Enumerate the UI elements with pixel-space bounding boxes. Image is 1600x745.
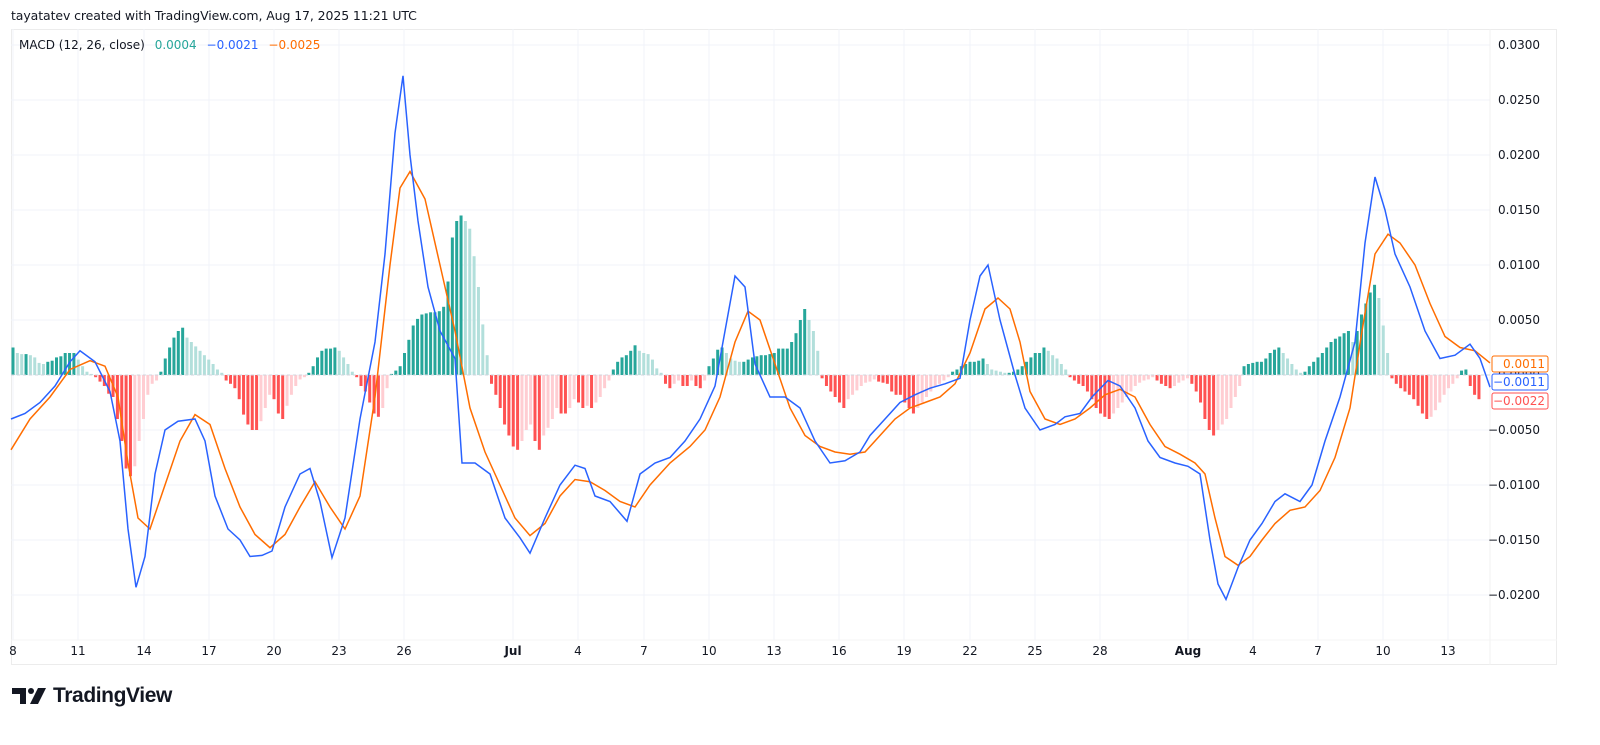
y-tick-label: −0.0200 (1488, 588, 1540, 602)
y-tick-label: −0.0150 (1488, 533, 1540, 547)
price-axis[interactable]: 0.03000.02500.02000.01500.01000.00500.00… (1488, 38, 1540, 602)
chart-frame[interactable] (11, 29, 1557, 665)
tradingview-logo-icon (12, 686, 46, 706)
x-tick-label: 26 (396, 644, 411, 658)
macd-line (10, 75, 1491, 602)
x-tick-label: 10 (1375, 644, 1390, 658)
x-tick-label: 13 (766, 644, 781, 658)
y-tick-label: −0.0100 (1488, 478, 1540, 492)
x-tick-label: Jul (503, 644, 521, 658)
y-tick-label: −0.0050 (1488, 423, 1540, 437)
x-tick-label: 19 (896, 644, 911, 658)
time-axis[interactable]: 8 11 14 17 20 23 26 Jul 4 7 10 13 16 19 22 25 28 Aug 4 7 10 1… (9, 644, 1455, 658)
x-tick-label: 10 (701, 644, 716, 658)
x-tick-label: 16 (831, 644, 846, 658)
x-tick-label: 22 (962, 644, 977, 658)
price-badge: −0.0022 (1493, 394, 1545, 408)
x-tick-label: 11 (70, 644, 85, 658)
price-badge: 0.0011 (1503, 357, 1545, 371)
x-tick-label: 4 (574, 644, 582, 658)
indicator-name: MACD (12, 26, close) (19, 38, 145, 52)
signal-value: −0.0025 (268, 38, 321, 52)
x-tick-label: 14 (136, 644, 151, 658)
macd-histogram (11, 215, 1481, 477)
x-tick-label: Aug (1175, 644, 1201, 658)
macd-value: −0.0021 (206, 38, 259, 52)
histogram-value: 0.0004 (154, 38, 197, 52)
y-tick-label: 0.0150 (1498, 203, 1540, 217)
y-tick-label: 0.0250 (1498, 93, 1540, 107)
tradingview-logo-text: TradingView (53, 684, 172, 707)
indicator-legend[interactable]: MACD (12, 26, close) 0.0004 −0.0021 −0.0… (19, 38, 326, 52)
x-tick-label: 25 (1027, 644, 1042, 658)
chart-grid (11, 29, 1557, 665)
x-tick-label: 13 (1440, 644, 1455, 658)
x-tick-label: 28 (1092, 644, 1107, 658)
tradingview-logo[interactable]: TradingView (12, 684, 172, 708)
signal-line (10, 169, 1491, 567)
y-tick-label: 0.0100 (1498, 258, 1540, 272)
x-tick-label: 17 (201, 644, 216, 658)
x-tick-label: 8 (9, 644, 17, 658)
price-axis-badges: 0.0011 −0.0011 −0.0022 (1491, 355, 1549, 410)
x-tick-label: 20 (266, 644, 281, 658)
y-tick-label: 0.0300 (1498, 38, 1540, 52)
chart-attribution: tayatatev created with TradingView.com, … (11, 8, 417, 23)
x-tick-label: 7 (640, 644, 648, 658)
x-tick-label: 7 (1314, 644, 1322, 658)
x-tick-label: 23 (331, 644, 346, 658)
x-tick-label: 4 (1249, 644, 1257, 658)
y-tick-label: 0.0200 (1498, 148, 1540, 162)
y-tick-label: 0.0050 (1498, 313, 1540, 327)
price-badge: −0.0011 (1493, 375, 1545, 389)
